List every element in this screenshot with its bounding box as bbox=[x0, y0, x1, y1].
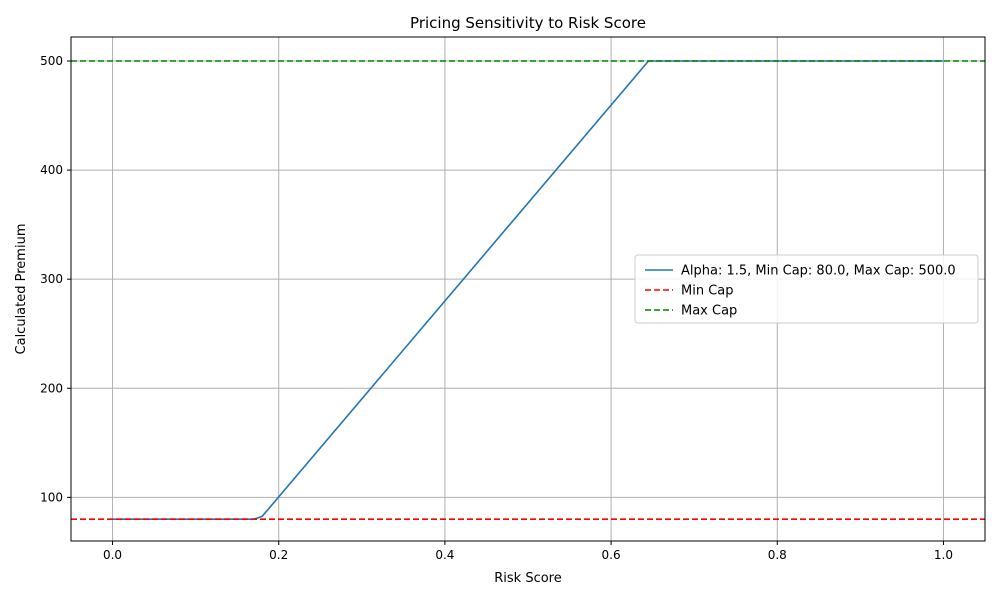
plot-frame bbox=[70, 36, 986, 542]
y-tick-label: 300 bbox=[40, 272, 63, 286]
chart-title: Pricing Sensitivity to Risk Score bbox=[410, 14, 646, 32]
legend-entry: Alpha: 1.5, Min Cap: 80.0, Max Cap: 500.… bbox=[681, 264, 956, 279]
x-tick-label: 0.4 bbox=[435, 548, 454, 562]
series-layer bbox=[71, 60, 985, 520]
legend: Alpha: 1.5, Min Cap: 80.0, Max Cap: 500.… bbox=[634, 254, 979, 324]
y-tick-label: 100 bbox=[40, 490, 63, 504]
legend-box bbox=[634, 254, 979, 324]
y-tick-label: 200 bbox=[40, 381, 63, 395]
y-tick-label: 500 bbox=[40, 54, 63, 68]
legend-entry: Min Cap bbox=[681, 284, 734, 299]
x-tick-label: 0.2 bbox=[269, 548, 288, 562]
legend-entry: Max Cap bbox=[681, 304, 737, 319]
ticks: 0.0 0.2 0.4 0.6 0.8 1.0 100 200 300 400 500 bbox=[40, 54, 953, 562]
x-tick-label: 0.8 bbox=[768, 548, 787, 562]
y-axis-label: Calculated Premium bbox=[14, 224, 29, 355]
x-tick-label: 0.0 bbox=[103, 548, 122, 562]
x-axis-label: Risk Score bbox=[494, 571, 562, 586]
x-tick-label: 1.0 bbox=[934, 548, 953, 562]
y-tick-label: 400 bbox=[40, 163, 63, 177]
x-tick-label: 0.6 bbox=[602, 548, 621, 562]
